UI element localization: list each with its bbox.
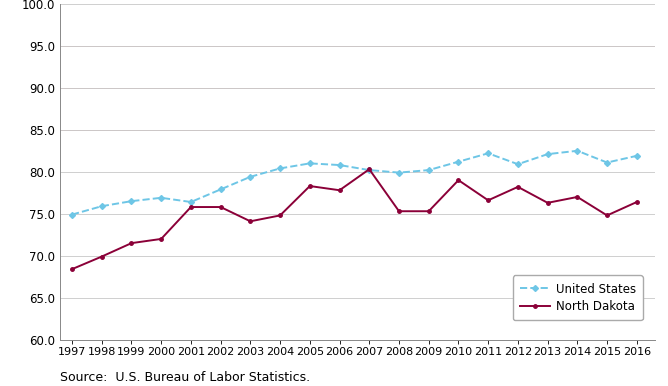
- North Dakota: [306, 184, 314, 188]
- North Dakota: [544, 200, 552, 205]
- United States: [395, 170, 403, 175]
- North Dakota: [395, 209, 403, 213]
- North Dakota: [603, 213, 611, 218]
- United States: [98, 204, 106, 208]
- North Dakota: [128, 241, 136, 245]
- Line: North Dakota: North Dakota: [70, 168, 639, 271]
- United States: [128, 199, 136, 203]
- North Dakota: [573, 195, 581, 199]
- United States: [425, 168, 433, 173]
- North Dakota: [157, 237, 165, 241]
- North Dakota: [246, 219, 255, 223]
- North Dakota: [633, 200, 641, 204]
- North Dakota: [484, 198, 492, 203]
- United States: [335, 163, 343, 168]
- Text: Source:  U.S. Bureau of Labor Statistics.: Source: U.S. Bureau of Labor Statistics.: [60, 371, 310, 384]
- United States: [603, 160, 611, 165]
- United States: [157, 195, 165, 200]
- United States: [187, 200, 195, 204]
- United States: [246, 174, 255, 179]
- North Dakota: [335, 188, 343, 193]
- Legend: United States, North Dakota: United States, North Dakota: [513, 276, 643, 320]
- United States: [573, 149, 581, 153]
- North Dakota: [454, 178, 462, 183]
- North Dakota: [425, 209, 433, 213]
- United States: [216, 187, 224, 192]
- United States: [68, 212, 76, 217]
- United States: [306, 161, 314, 166]
- North Dakota: [68, 267, 76, 271]
- United States: [544, 152, 552, 156]
- North Dakota: [365, 167, 373, 171]
- North Dakota: [98, 254, 106, 259]
- Line: United States: United States: [70, 149, 639, 217]
- North Dakota: [514, 185, 522, 189]
- United States: [514, 162, 522, 166]
- United States: [633, 154, 641, 158]
- United States: [454, 159, 462, 164]
- North Dakota: [187, 205, 195, 209]
- United States: [484, 151, 492, 156]
- North Dakota: [216, 205, 224, 209]
- North Dakota: [276, 213, 284, 218]
- United States: [276, 166, 284, 171]
- United States: [365, 168, 373, 173]
